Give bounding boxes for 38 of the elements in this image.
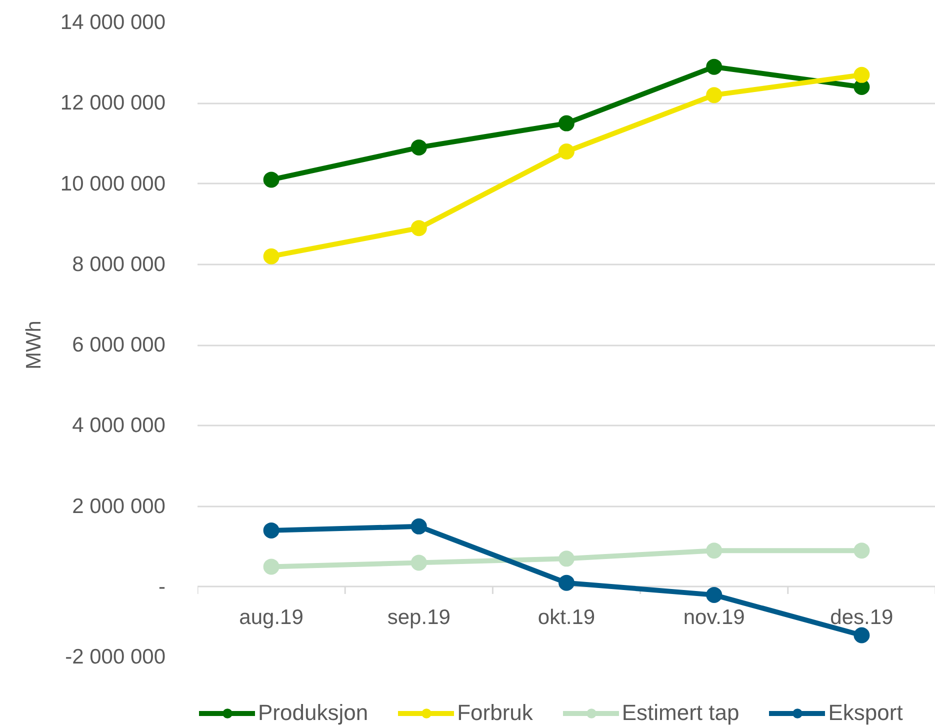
point [410, 554, 427, 571]
point [558, 115, 574, 132]
y-tick-label: - [158, 575, 166, 598]
x-tick-label: sep.19 [387, 606, 450, 629]
point [854, 66, 870, 83]
legend-label: Estimert tap [622, 700, 740, 726]
legend-label: Forbruk [457, 700, 533, 726]
y-axis-title: MWh [22, 320, 46, 370]
legend-label: Eksport [828, 700, 903, 726]
point [706, 58, 722, 75]
y-tick-label: 8 000 000 [72, 252, 166, 276]
y-tick-label: 6 000 000 [72, 334, 166, 356]
point [558, 144, 574, 160]
y-tick-label: 10 000 000 [60, 172, 166, 196]
point [263, 558, 280, 575]
point [558, 574, 574, 591]
point [410, 220, 427, 236]
point [410, 518, 427, 534]
point [558, 550, 574, 567]
point [263, 522, 280, 538]
y-tick-label: 12 000 000 [60, 92, 166, 115]
y-tick-label: 14 000 000 [60, 11, 166, 34]
x-tick-label: des.19 [830, 606, 894, 629]
x-tick-label: okt.19 [538, 606, 596, 629]
point [854, 627, 870, 644]
y-tick-label: -2 000 000 [65, 646, 166, 668]
point [706, 542, 722, 559]
x-tick-label: aug.19 [239, 606, 304, 629]
legend-label: Produksjon [258, 700, 368, 726]
point [263, 248, 280, 264]
point [410, 139, 427, 156]
point [706, 87, 722, 104]
y-tick-label: 2 000 000 [72, 494, 166, 518]
point [854, 542, 870, 559]
point [706, 586, 722, 603]
point [263, 172, 280, 188]
x-tick-label: nov.19 [683, 606, 745, 629]
y-tick-label: 4 000 000 [72, 414, 166, 438]
